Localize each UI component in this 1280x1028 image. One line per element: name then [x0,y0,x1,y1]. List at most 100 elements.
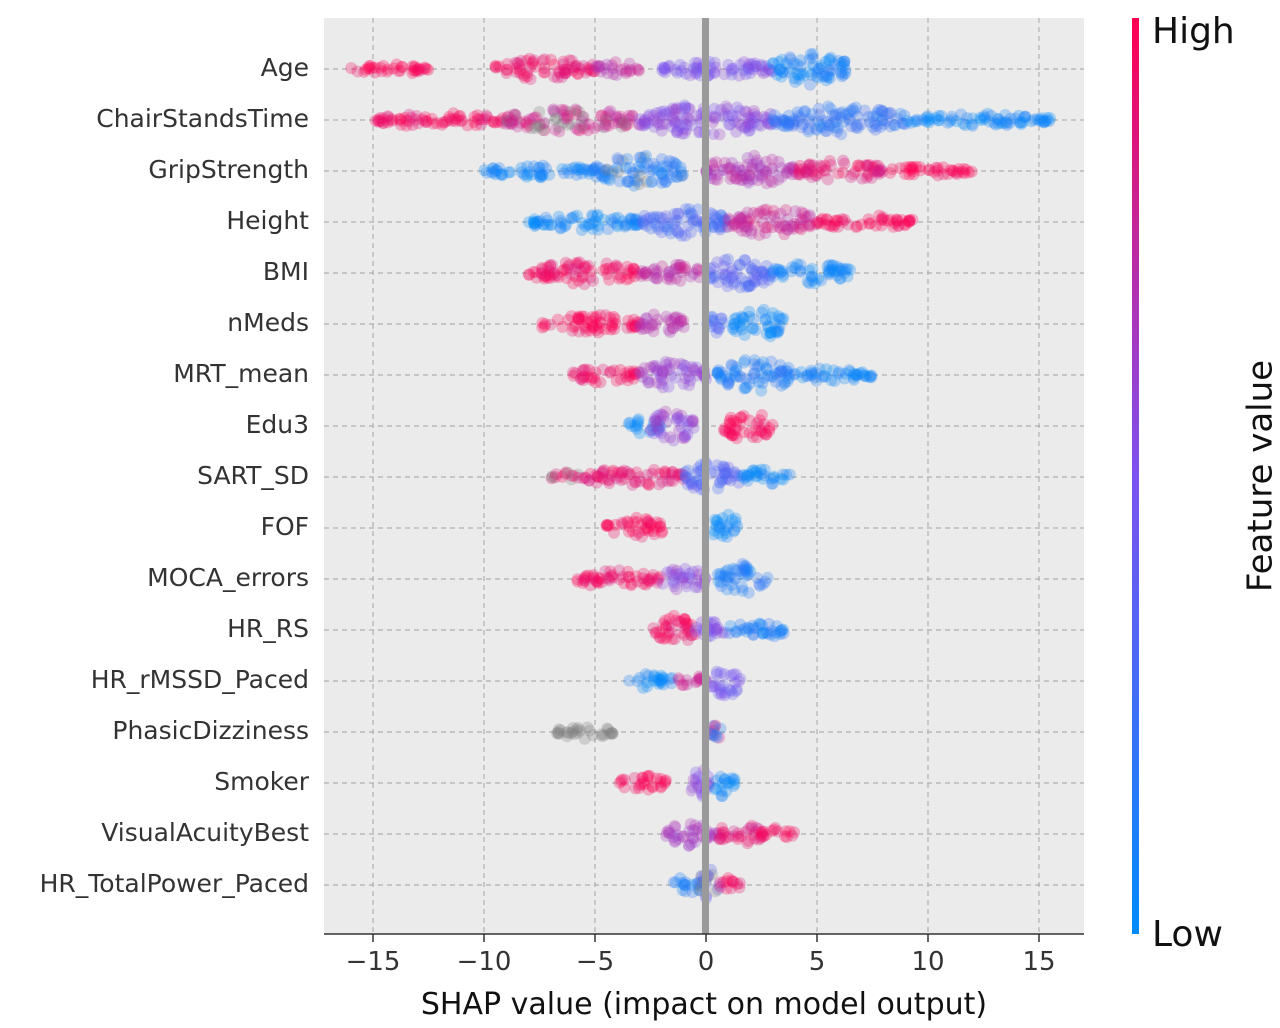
shap-point [628,213,641,226]
shap-point [826,109,839,122]
shap-point [557,63,570,76]
shap-point [751,431,763,444]
shap-point [811,115,824,128]
shap-point [713,221,726,234]
shap-point [478,164,491,177]
shap-point [920,111,933,124]
shap-point [656,118,669,131]
shap-point [603,109,616,122]
shap-point [631,175,644,188]
shap-point [748,105,760,117]
shap-point [528,220,541,232]
shap-point [908,115,921,128]
shap-point [992,117,1005,130]
shap-point [509,109,522,122]
shap-point [1033,114,1046,127]
shap-point [944,164,957,177]
shap-point [511,57,524,69]
shap-point [576,167,589,180]
shap-point [386,113,399,126]
shap-point [793,73,806,86]
shap-point [691,203,704,216]
shap-point [533,161,546,174]
shap-point [670,876,682,889]
shap-point [586,210,599,223]
shap-point [745,119,758,132]
shap-point [535,171,548,184]
shap-point [611,152,624,165]
shap-point [867,165,880,178]
shap-point [536,317,549,329]
shap-point [965,118,978,131]
shap-point [642,376,655,389]
shap-point [813,120,826,133]
shap-point [662,619,675,632]
feature-label: Smoker [214,767,309,796]
shap-point [592,223,605,236]
shap-point [799,165,812,178]
shap-point [831,125,844,138]
shap-point [623,175,636,188]
shap-point [495,168,508,181]
shap-point [627,167,640,180]
shap-point [812,62,825,75]
shap-point [742,468,755,481]
shap-point [555,221,568,234]
shap-point [755,64,768,77]
shap-point [920,115,933,128]
shap-point [687,415,700,428]
shap-point [706,220,719,233]
shap-point [374,112,387,124]
shap-point [671,171,684,183]
shap-point [684,114,696,127]
shap-point [812,63,825,76]
shap-point [638,151,650,164]
shap-point [828,110,841,123]
shap-point [772,173,785,186]
shap-point [894,107,907,120]
shap-point [849,121,862,134]
shap-point [511,120,524,133]
shap-point [816,61,829,74]
shap-point [786,163,799,175]
shap-point [716,317,729,330]
shap-point [839,108,852,121]
shap-point [922,114,935,127]
shap-point [394,64,407,77]
shap-point [640,219,653,232]
shap-point [738,382,751,395]
shap-point [501,58,514,70]
shap-point [521,168,534,181]
shap-point [1025,115,1038,128]
shap-point [667,217,680,230]
shap-point [538,117,551,130]
shap-point [659,775,672,788]
shap-point [742,176,755,189]
shap-point [617,215,629,228]
shap-point [689,213,702,226]
shap-point [683,102,696,115]
shap-point [377,116,390,129]
shap-point [713,832,726,845]
shap-point [620,65,633,78]
shap-point [522,119,535,132]
shap-point [601,67,614,80]
shap-point [835,60,848,73]
shap-point [620,67,632,80]
shap-point [678,830,691,843]
shap-point [372,113,385,126]
shap-point [923,164,936,177]
shap-point [793,221,806,234]
shap-point [778,114,791,127]
shap-point [863,371,876,383]
shap-point [745,58,758,70]
shap-point [739,168,752,181]
shap-point [663,265,676,278]
shap-point [493,162,506,174]
shap-point [837,56,850,68]
shap-point [793,163,805,176]
shap-point [373,115,386,128]
shap-point [526,113,539,125]
shap-point [718,107,731,120]
